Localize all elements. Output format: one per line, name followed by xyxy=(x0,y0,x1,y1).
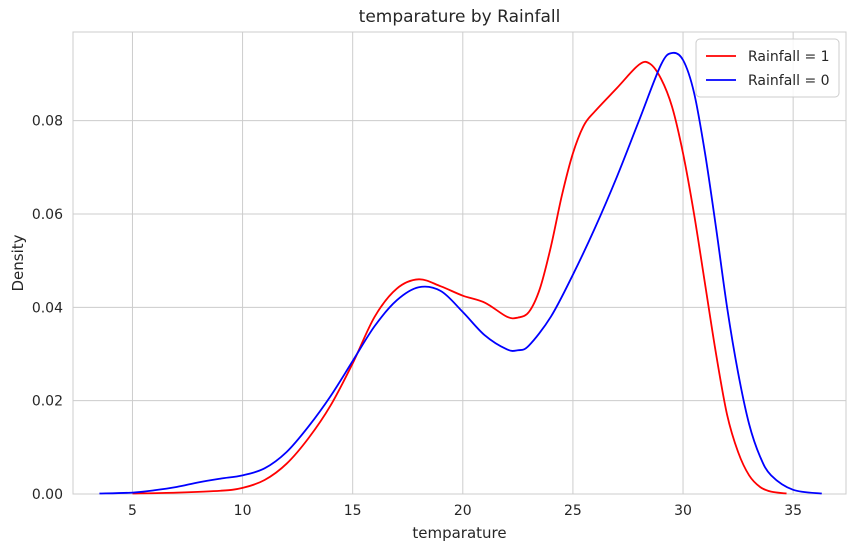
y-tick-label: 0.00 xyxy=(32,487,63,503)
x-tick-label: 15 xyxy=(344,503,362,519)
legend-entry-label: Rainfall = 1 xyxy=(748,49,830,65)
x-tick-label: 35 xyxy=(784,503,802,519)
legend-entry-label: Rainfall = 0 xyxy=(748,73,830,89)
y-tick-label: 0.02 xyxy=(32,394,63,410)
y-tick-label: 0.06 xyxy=(32,207,63,223)
x-tick-label: 30 xyxy=(674,503,692,519)
x-axis-label: temparature xyxy=(412,524,506,542)
x-tick-label: 10 xyxy=(234,503,252,519)
y-tick-label: 0.04 xyxy=(32,300,63,316)
y-axis-label: Density xyxy=(9,234,27,291)
chart-title: temparature by Rainfall xyxy=(359,7,561,27)
tick-labels: 5 10 15 20 25 30 35 0.00 0.02 0.04 0.06 0.08 xyxy=(32,114,802,519)
plot-frame xyxy=(72,31,847,495)
y-tick-label: 0.08 xyxy=(32,114,63,130)
x-tick-label: 20 xyxy=(454,503,472,519)
legend: Rainfall = 1 Rainfall = 0 xyxy=(695,38,840,98)
series-line-1 xyxy=(132,60,787,495)
series-layer xyxy=(99,51,822,495)
x-tick-label: 25 xyxy=(564,503,582,519)
legend-box xyxy=(695,38,840,98)
x-tick-label: 5 xyxy=(128,503,137,519)
series-line-2 xyxy=(99,51,822,495)
